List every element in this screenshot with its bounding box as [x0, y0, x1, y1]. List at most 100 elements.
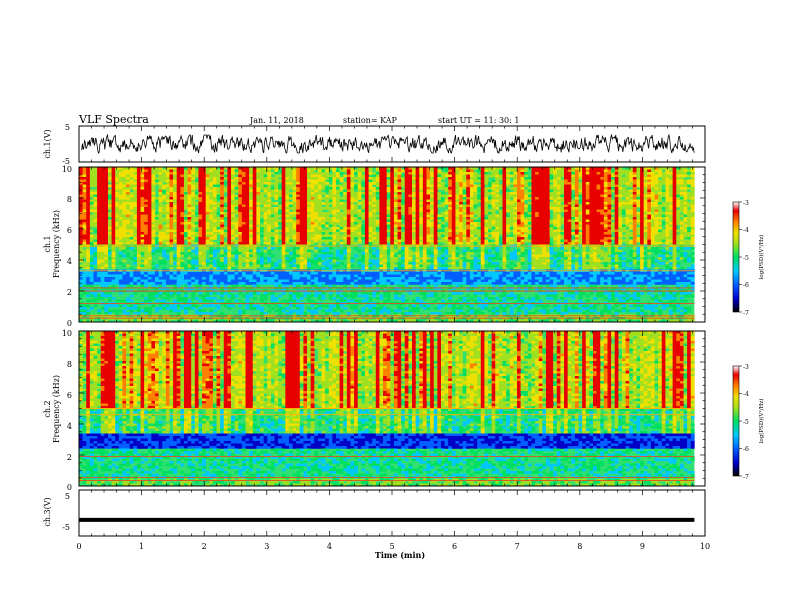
spectrogram-cell [104, 262, 109, 265]
spectrogram-cell [93, 252, 98, 255]
spectrogram-cell [216, 192, 221, 195]
spectrogram-cell [404, 284, 409, 288]
spectrogram-cell [299, 279, 304, 283]
spectrogram-cell [79, 224, 83, 228]
spectrogram-cell [147, 262, 152, 265]
spectrogram-cell [212, 197, 217, 200]
spectrogram-cell [144, 199, 149, 203]
spectrogram-cell [386, 207, 391, 210]
spectrogram-cell [169, 259, 174, 263]
spectrogram-cell [245, 259, 250, 263]
spectrogram-cell [375, 287, 380, 290]
spectrogram-cell [122, 227, 127, 230]
spectrogram-cell [198, 194, 203, 198]
spectrogram-cell [107, 184, 112, 188]
spectrogram-cell [328, 219, 333, 223]
spectrogram-cell [274, 189, 279, 193]
spectrogram-cell [332, 279, 337, 283]
spectrogram-cell [147, 179, 152, 183]
spectrogram-cell [332, 234, 337, 238]
spectrogram-cell [307, 232, 311, 235]
spectrogram-cell [158, 274, 163, 278]
spectrogram-cell [176, 249, 181, 253]
spectrogram-cell [397, 167, 402, 170]
spectrogram-cell [111, 194, 116, 198]
spectrogram-cell [122, 242, 127, 245]
spectrogram-cell [317, 319, 322, 323]
spectrogram-cell [194, 192, 199, 195]
spectrogram-cell [136, 219, 141, 223]
spectrogram-cell [393, 184, 398, 188]
spectrogram-cell [415, 277, 420, 280]
spectrogram-cell [267, 184, 272, 188]
spectrogram-cell [111, 309, 116, 313]
spectrogram-cell [350, 172, 355, 175]
spectrogram-cell [299, 174, 304, 178]
spectrogram-cell [332, 169, 337, 173]
spectrogram-cell [100, 279, 105, 283]
spectrogram-cell [408, 172, 413, 175]
spectrogram-cell [263, 172, 268, 175]
spectrogram-cell [422, 212, 427, 215]
spectrogram-cell [241, 212, 246, 215]
spectrogram-cell [133, 274, 138, 278]
spectrogram-cell [412, 319, 416, 323]
spectrogram-cell [372, 204, 377, 208]
spectrogram-cell [263, 214, 268, 218]
spectrogram-cell [165, 187, 170, 190]
spectrogram-cell [325, 234, 330, 238]
spectrogram-cell [408, 224, 413, 228]
spectrogram-cell [404, 207, 409, 210]
spectrogram-cell [299, 222, 304, 225]
spectrogram-cell [205, 234, 210, 238]
spectrogram-cell [296, 284, 301, 288]
spectrogram-cell [100, 172, 105, 175]
spectrogram-cell [100, 227, 105, 230]
spectrogram-cell [194, 224, 199, 228]
spectrogram-cell [263, 167, 268, 170]
spectrogram-cell [299, 207, 304, 210]
spectrogram-cell [299, 212, 304, 215]
spectrogram-cell [256, 167, 261, 170]
spectrogram-cell [140, 229, 145, 233]
spectrogram-cell [404, 277, 409, 280]
spectrogram-cell [144, 227, 149, 230]
spectrogram-cell [415, 202, 420, 205]
spectrogram-cell [158, 249, 163, 253]
spectrogram-cell [307, 202, 311, 205]
spectrogram-cell [390, 182, 395, 185]
spectrogram-cell [252, 184, 257, 188]
spectrogram-cell [339, 294, 344, 298]
spectrogram-cell [198, 274, 203, 278]
spectrogram-cell [408, 214, 413, 218]
spectrogram-cell [158, 279, 163, 283]
spectrogram-cell [412, 237, 416, 240]
spectrogram-cell [419, 182, 424, 185]
spectrogram-cell [339, 197, 344, 200]
spectrogram-cell [379, 309, 384, 313]
spectrogram-cell [346, 172, 351, 175]
spectrogram-cell [404, 192, 409, 195]
spectrogram-cell [209, 284, 214, 288]
spectrogram-cell [339, 219, 344, 223]
spectrogram-cell [379, 252, 384, 255]
spectrogram-cell [176, 297, 181, 300]
spectrogram-cell [180, 234, 185, 238]
spectrogram-cell [147, 254, 152, 258]
spectrogram-cell [357, 209, 362, 213]
spectrogram-cell [419, 204, 424, 208]
spectrogram-cell [79, 304, 83, 308]
spectrogram-cell [144, 194, 149, 198]
spectrogram-cell [357, 214, 362, 218]
spectrogram-cell [111, 219, 116, 223]
spectrogram-cell [401, 249, 406, 253]
spectrogram-cell [82, 319, 87, 323]
spectrogram-cell [97, 297, 102, 300]
spectrogram-cell [133, 282, 138, 285]
spectrogram-cell [111, 232, 116, 235]
spectrogram-cell [288, 207, 293, 210]
spectrogram-cell [317, 179, 322, 183]
spectrogram-cell [183, 282, 188, 285]
spectrogram-cell [140, 239, 145, 243]
spectrogram-cell [422, 207, 427, 210]
